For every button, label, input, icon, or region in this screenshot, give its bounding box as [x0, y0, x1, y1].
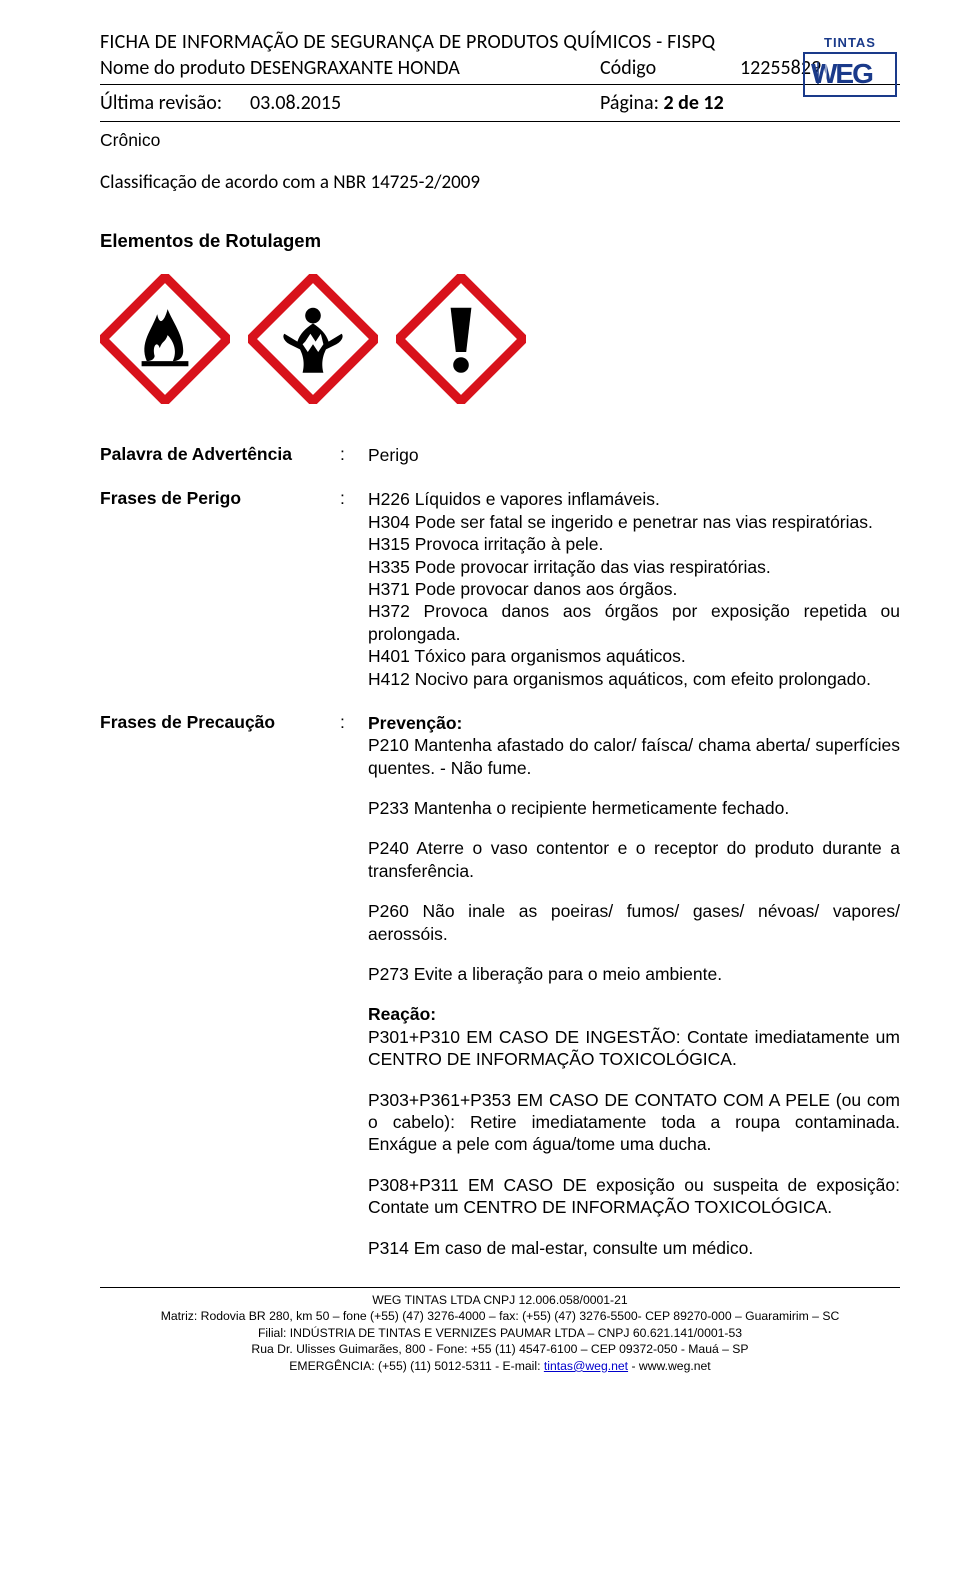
hazard-phrases-label: Frases de Perigo [100, 488, 340, 509]
doc-title: FICHA DE INFORMAÇÃO DE SEGURANÇA DE PROD… [100, 30, 900, 54]
product-code-label: Código [600, 56, 740, 80]
document-header: FICHA DE INFORMAÇÃO DE SEGURANÇA DE PROD… [100, 30, 900, 122]
hazard-phrases-row: Frases de Perigo : H226 Líquidos e vapor… [100, 488, 900, 690]
precaution-phrases-label: Frases de Precaução [100, 712, 340, 733]
p273-text: P273 Evite a liberação para o meio ambie… [368, 963, 900, 985]
p210-text: P210 Mantenha afastado do calor/ faísca/… [368, 734, 900, 779]
hazard-line: H372 Provoca danos aos órgãos por exposi… [368, 600, 900, 645]
footer-line-2: Matriz: Rodovia BR 280, km 50 – fone (+5… [100, 1308, 900, 1324]
divider-thick [100, 121, 900, 122]
precaution-phrases-value: Prevenção: P210 Mantenha afastado do cal… [368, 712, 900, 1265]
p308-text: P308+P311 EM CASO DE exposição ou suspei… [368, 1174, 900, 1219]
footer-emergency-prefix: EMERGÊNCIA: (+55) (11) 5012-5311 - E-mai… [289, 1359, 544, 1373]
ghs-flame-icon [100, 274, 230, 404]
signal-word-value: Perigo [368, 444, 900, 466]
colon: : [340, 488, 368, 509]
footer-email-link[interactable]: tintas@weg.net [544, 1359, 628, 1373]
hazard-line: H412 Nocivo para organismos aquáticos, c… [368, 668, 900, 690]
footer-line-1: WEG TINTAS LTDA CNPJ 12.006.058/0001-21 [100, 1292, 900, 1308]
reaction-subhead: Reação: [368, 1004, 436, 1024]
weg-logo-icon: WEG [811, 58, 889, 88]
footer-line-5: EMERGÊNCIA: (+55) (11) 5012-5311 - E-mai… [100, 1358, 900, 1374]
hazard-line: H335 Pode provocar irritação das vias re… [368, 556, 900, 578]
ghs-pictogram-row [100, 274, 900, 404]
signal-word-label: Palavra de Advertência [100, 444, 340, 465]
classification-note: Classificação de acordo com a NBR 14725-… [100, 171, 900, 194]
labeling-heading: Elementos de Rotulagem [100, 230, 900, 252]
divider [100, 84, 900, 85]
page-footer: WEG TINTAS LTDA CNPJ 12.006.058/0001-21 … [100, 1287, 900, 1374]
page-label: Página: [600, 91, 663, 115]
ghs-health-hazard-icon [248, 274, 378, 404]
signal-word-row: Palavra de Advertência : Perigo [100, 444, 900, 466]
product-name-value: DESENGRAXANTE HONDA [250, 56, 600, 80]
svg-text:WEG: WEG [811, 58, 873, 88]
revision-label: Última revisão: [100, 91, 250, 115]
footer-line-4: Rua Dr. Ulisses Guimarães, 800 - Fone: +… [100, 1341, 900, 1357]
revision-date: 03.08.2015 [250, 91, 600, 115]
p240-text: P240 Aterre o vaso contentor e o recepto… [368, 837, 900, 882]
p233-text: P233 Mantenha o recipiente hermeticament… [368, 797, 900, 819]
logo-tagline: TINTAS [800, 35, 900, 50]
page-number: Página: 2 de 12 [600, 91, 724, 115]
hazard-line: H226 Líquidos e vapores inflamáveis. [368, 488, 900, 510]
company-logo: TINTAS WEG [800, 35, 900, 97]
prevention-subhead: Prevenção: [368, 713, 462, 733]
footer-line-3: Filial: INDÚSTRIA DE TINTAS E VERNIZES P… [100, 1325, 900, 1341]
cronico-text: Crônico [100, 130, 900, 151]
precaution-phrases-row: Frases de Precaução : Prevenção: P210 Ma… [100, 712, 900, 1265]
colon: : [340, 712, 368, 733]
p260-text: P260 Não inale as poeiras/ fumos/ gases/… [368, 900, 900, 945]
hazard-line: H315 Provoca irritação à pele. [368, 533, 900, 555]
p301-text: P301+P310 EM CASO DE INGESTÃO: Contate i… [368, 1026, 900, 1071]
ghs-exclamation-icon [396, 274, 526, 404]
colon: : [340, 444, 368, 465]
hazard-phrases-value: H226 Líquidos e vapores inflamáveis.H304… [368, 488, 900, 690]
footer-website: - www.weg.net [628, 1359, 711, 1373]
product-name-label: Nome do produto [100, 56, 250, 80]
hazard-line: H304 Pode ser fatal se ingerido e penetr… [368, 511, 900, 533]
logo-box: WEG [803, 52, 897, 97]
p303-text: P303+P361+P353 EM CASO DE CONTATO COM A … [368, 1089, 900, 1156]
hazard-line: H371 Pode provocar danos aos órgãos. [368, 578, 900, 600]
page-num-bold: 2 de 12 [663, 91, 723, 115]
p314-text: P314 Em caso de mal-estar, consulte um m… [368, 1237, 900, 1259]
hazard-line: H401 Tóxico para organismos aquáticos. [368, 645, 900, 667]
